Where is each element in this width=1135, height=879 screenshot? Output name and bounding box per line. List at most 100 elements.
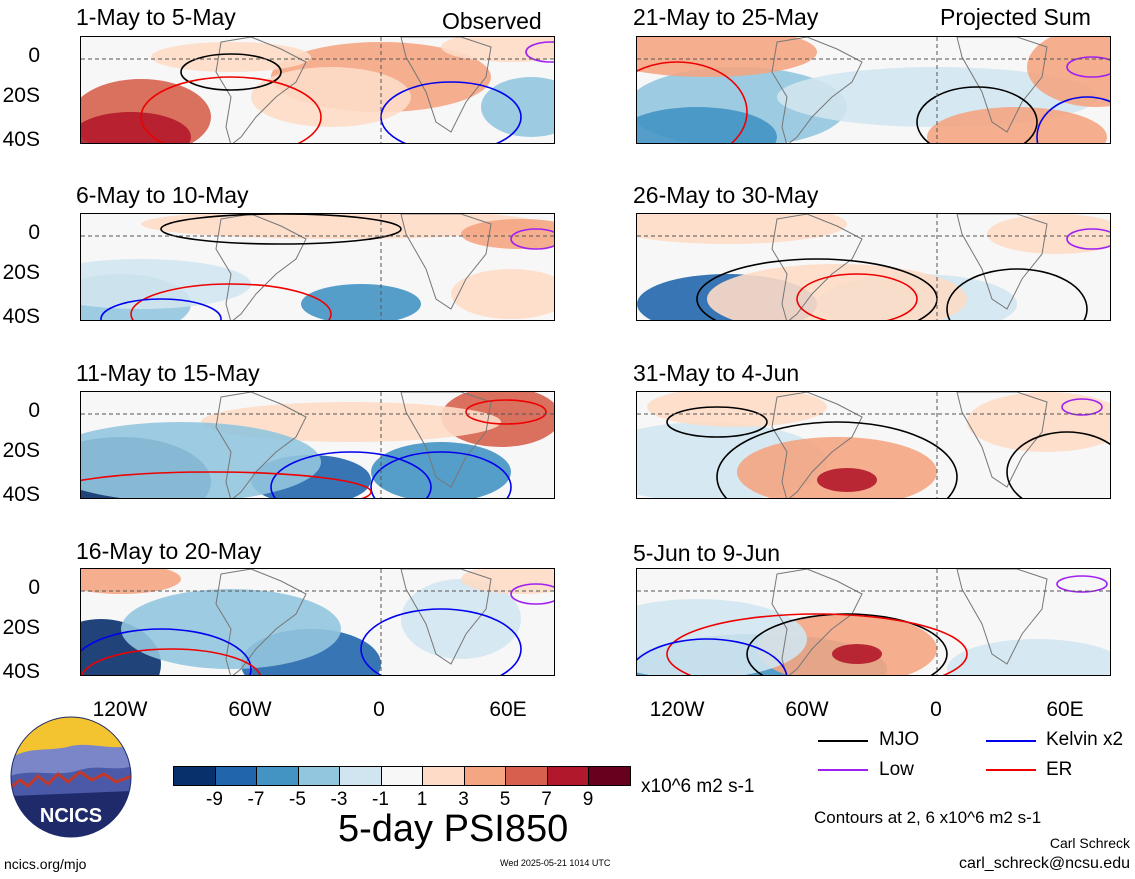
south-america-outline [215, 214, 307, 320]
colorbar-swatch [339, 766, 382, 786]
anomaly-patch [81, 422, 321, 498]
anomaly-patch [81, 112, 191, 143]
colorbar-swatch [463, 766, 506, 786]
x-tick-60e-left: 60E [489, 698, 527, 721]
contour-line [1056, 575, 1108, 593]
colorbar-label: -5 [289, 789, 306, 810]
colorbar-swatch [214, 766, 257, 786]
y-tick-label: 20S [2, 616, 40, 639]
main-title: 5-day PSI850 [338, 808, 569, 850]
contour-line [796, 273, 918, 320]
anomaly-patch [81, 569, 181, 594]
y-tick-label: 0 [28, 399, 40, 422]
x-tick-120w-right: 120W [649, 698, 705, 721]
south-america-outline [215, 569, 307, 675]
y-tick-label: 40S [2, 305, 40, 328]
observed-tag: Observed [442, 8, 542, 34]
map-panel-1 [80, 36, 555, 144]
legend-label-low: Low [879, 759, 914, 780]
colorbar-label: 9 [582, 789, 594, 810]
y-tick-label: 20S [2, 261, 40, 284]
y-tick-label: 0 [28, 576, 40, 599]
site-link[interactable]: ncics.org/mjo [4, 856, 87, 872]
contours-note: Contours at 2, 6 x10^6 m2 s-1 [814, 808, 1042, 827]
y-tick-label: 0 [28, 221, 40, 244]
colorbar-label: -1 [372, 789, 389, 810]
colorbar-swatch [505, 766, 548, 786]
anomaly-patch [832, 644, 882, 664]
panel-title-7: 31-May to 4-Jun [633, 360, 800, 386]
anomaly-patch [947, 639, 1110, 675]
ncics-logo: NCICS [10, 716, 132, 838]
panel-title-2: 6-May to 10-May [76, 182, 249, 208]
x-tick-60w-right: 60W [785, 698, 829, 721]
contour-line [637, 638, 788, 675]
map-panel-3 [80, 391, 555, 499]
anomaly-patch [637, 599, 807, 675]
panel-title-5: 21-May to 25-May [633, 4, 819, 30]
colorbar-label: -9 [206, 789, 223, 810]
anomaly-patch [451, 269, 554, 319]
logo-text: NCICS [40, 805, 102, 827]
legend-label-er: ER [1046, 759, 1073, 780]
anomaly-patch [461, 219, 554, 249]
y-tick-label: 40S [2, 128, 40, 151]
contour-line [270, 451, 432, 498]
contour-line [130, 283, 332, 320]
y-tick-label: 20S [2, 439, 40, 462]
legend-line-er [986, 769, 1036, 771]
map-panel-6 [636, 213, 1111, 321]
anomaly-patch [927, 107, 1107, 143]
colorbar-swatch [173, 766, 216, 786]
x-tick-60w-left: 60W [228, 698, 272, 721]
legend-line-kelvin [986, 740, 1036, 742]
contour-line [916, 86, 1038, 143]
colorbar-unit: x10^6 m2 s-1 [641, 776, 755, 797]
contour-line [1036, 96, 1110, 143]
contour-line [946, 268, 1088, 320]
colorbar-label: 5 [499, 789, 511, 810]
contour-line [1066, 56, 1110, 78]
south-america-outline [771, 392, 863, 498]
legend-line-low [818, 769, 868, 771]
africa-outline [956, 37, 1048, 133]
contour-line [525, 41, 554, 63]
africa-outline [400, 569, 492, 665]
map-panel-5 [636, 36, 1111, 144]
africa-outline [956, 392, 1048, 488]
map-panel-2 [80, 213, 555, 321]
contour-line [360, 608, 522, 675]
colorbar-label: 7 [541, 789, 552, 810]
colorbar-swatch [588, 766, 631, 786]
y-tick-label: 20S [2, 84, 40, 107]
author: Carl Schreck [1049, 835, 1130, 851]
africa-outline [400, 214, 492, 310]
colorbar-label: -3 [330, 789, 348, 810]
anomaly-patch [81, 259, 251, 309]
contour-line [160, 214, 402, 245]
anomaly-patch [441, 37, 554, 62]
contour-line [666, 613, 968, 675]
anomaly-patch [707, 264, 967, 320]
x-tick-60e-right: 60E [1046, 698, 1084, 721]
contour-line [100, 298, 222, 320]
panel-title-6: 26-May to 30-May [633, 182, 819, 208]
anomaly-patch [461, 569, 554, 594]
africa-outline [400, 392, 492, 488]
y-tick-label: 0 [28, 44, 40, 67]
contour-line [81, 471, 372, 498]
y-tick-label: 40S [2, 483, 40, 506]
contour-line [637, 61, 748, 143]
contour-line [510, 228, 554, 250]
x-tick-0-right: 0 [930, 698, 942, 721]
timestamp: Wed 2025-05-21 1014 UTC [500, 858, 611, 868]
anomaly-patch [1027, 37, 1110, 107]
colorbar-swatch [422, 766, 465, 786]
south-america-outline [215, 37, 307, 143]
anomaly-patch [637, 37, 817, 77]
anomaly-patch [817, 468, 877, 492]
colorbar-swatch [256, 766, 299, 786]
anomaly-patch [151, 42, 311, 72]
email[interactable]: carl_schreck@ncsu.edu [959, 855, 1130, 872]
x-tick-120w-left: 120W [92, 698, 148, 721]
